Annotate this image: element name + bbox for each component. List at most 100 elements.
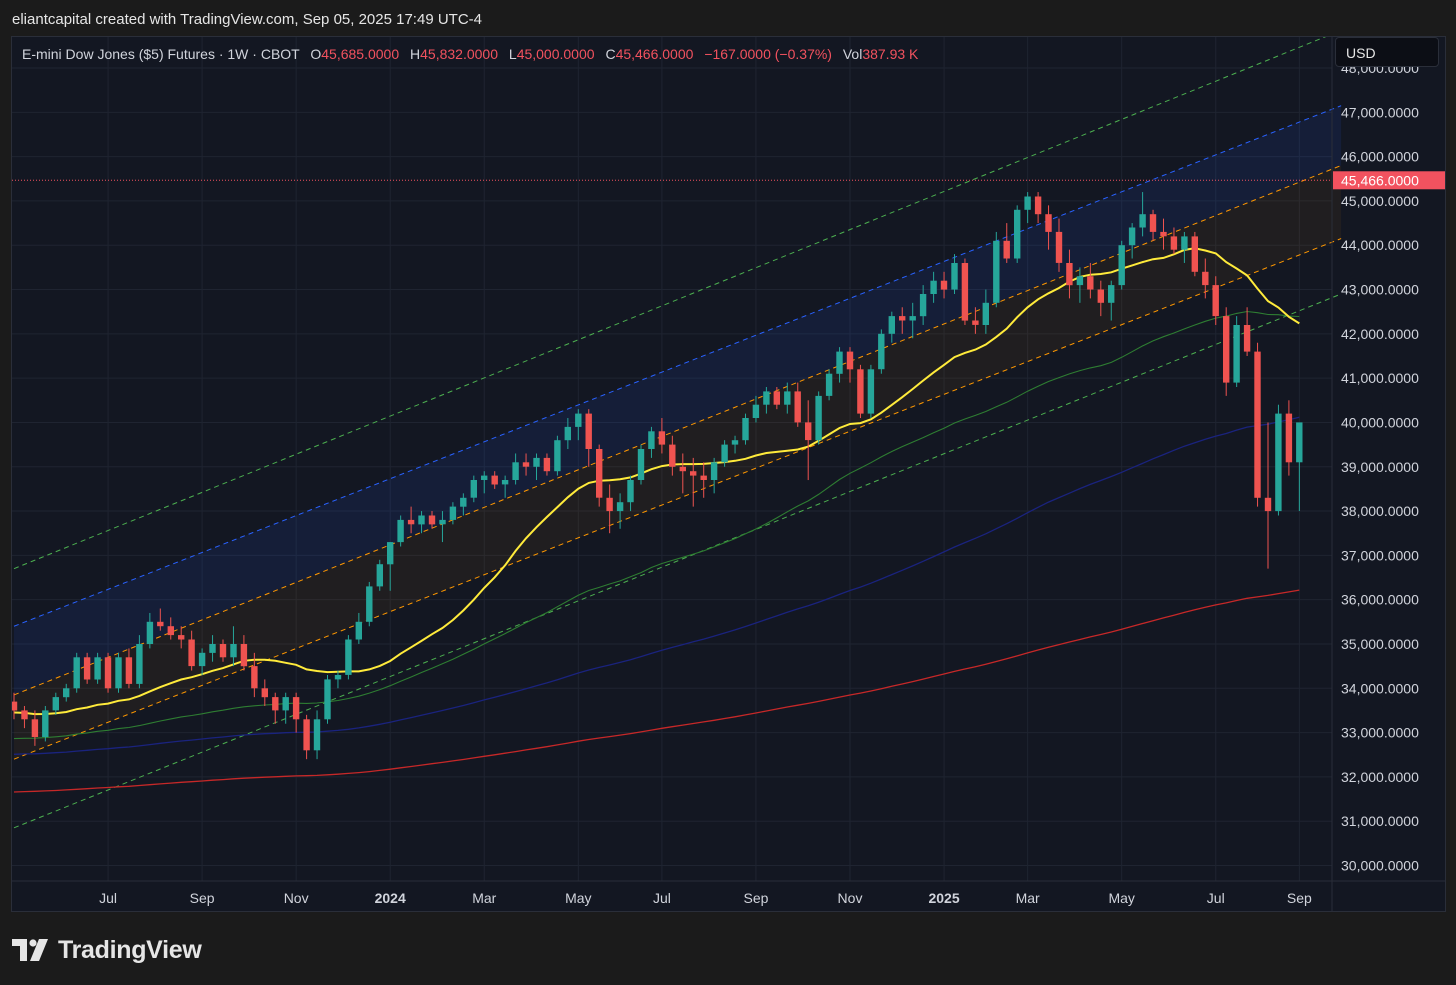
candle-body	[198, 652, 206, 667]
candle-body	[324, 679, 331, 720]
candle-body	[972, 320, 979, 325]
candle-body	[21, 710, 28, 720]
candle-body	[1024, 196, 1031, 210]
time-tick-label: Nov	[838, 890, 863, 906]
candle-body	[857, 369, 864, 414]
high-value: 45,832.0000	[420, 46, 498, 62]
channel-line-bottom	[13, 293, 1342, 829]
candle-body	[919, 294, 927, 317]
candle-body	[888, 316, 895, 334]
candle-body	[303, 719, 310, 751]
candle-body	[867, 369, 875, 414]
moving-average-100	[13, 416, 1300, 755]
time-tick-label: Sep	[1287, 890, 1312, 906]
candle-body	[42, 710, 49, 737]
candle-body	[951, 263, 958, 290]
candle-body	[961, 263, 969, 321]
candle-body	[815, 395, 822, 441]
currency-selector[interactable]: USD	[1335, 37, 1439, 67]
candle-body	[63, 688, 70, 698]
candle-body	[1233, 325, 1240, 383]
brand-name: TradingView	[58, 935, 202, 964]
candle-body	[1254, 351, 1261, 498]
candle-body	[146, 621, 154, 644]
candle-body	[794, 391, 801, 423]
candle-body	[439, 519, 446, 525]
candle-body	[899, 316, 906, 321]
time-tick-label: 2025	[928, 890, 959, 906]
time-tick-label: Mar	[1016, 890, 1040, 906]
symbol-name[interactable]: E-mini Dow Jones ($5) Futures · 1W · CBO…	[22, 46, 300, 62]
candle-body	[219, 644, 227, 658]
price-tick-label: 42,000.0000	[1341, 326, 1419, 342]
price-tick-label: 30,000.0000	[1341, 857, 1419, 873]
candle-body	[334, 675, 342, 680]
price-badge	[1333, 171, 1445, 190]
candle-body	[585, 413, 592, 449]
candle-body	[136, 644, 143, 684]
candle-body	[1296, 422, 1303, 463]
change-value: −167.0000 (−0.37%)	[704, 46, 832, 62]
candle-body	[292, 697, 300, 720]
time-tick-label: Nov	[284, 890, 309, 906]
channel-fill-upper	[14, 105, 1342, 695]
candle-body	[188, 639, 195, 667]
moving-average-50	[13, 310, 1300, 740]
candle-body	[512, 462, 519, 480]
candle-body	[1045, 214, 1052, 232]
price-tick-label: 47,000.0000	[1341, 104, 1419, 120]
price-tick-label: 41,000.0000	[1341, 370, 1419, 386]
candle-body	[805, 422, 812, 441]
candle-body	[846, 351, 854, 370]
candle-body	[1014, 209, 1021, 259]
candle-body	[1275, 413, 1282, 512]
candle-body	[627, 480, 634, 503]
candle-body	[407, 519, 415, 525]
price-tick-label: 33,000.0000	[1341, 725, 1419, 741]
candle-body	[1181, 236, 1188, 250]
price-tick-label: 34,000.0000	[1341, 680, 1419, 696]
high-label: H	[410, 46, 421, 62]
candle-body	[167, 626, 174, 636]
candle-body	[564, 426, 571, 441]
candle-body	[606, 497, 613, 512]
candle-body	[157, 621, 164, 627]
time-tick-label: Mar	[472, 890, 496, 906]
chart-panel[interactable]: 48,000.0000 47,000.0000 46,000.0000 45,000.…	[11, 36, 1446, 912]
candle-body	[690, 471, 697, 476]
candle-body	[1087, 276, 1094, 290]
tradingview-logo[interactable]: TradingView	[12, 935, 202, 965]
candle-body	[648, 431, 655, 449]
candle-body	[178, 635, 185, 640]
candle-body	[1191, 236, 1198, 272]
candle-body	[1108, 285, 1115, 303]
candle-body	[742, 418, 749, 441]
candle-body	[1066, 263, 1073, 286]
credit-text: eliantcapital created with TradingView.c…	[12, 11, 482, 28]
tradingview-logo-icon	[12, 939, 48, 961]
candle-body	[240, 644, 248, 667]
candle-body	[428, 515, 436, 525]
price-tick-label: 46,000.0000	[1341, 149, 1419, 165]
candle-body	[355, 621, 362, 640]
candle-body	[679, 466, 686, 472]
moving-average-200	[13, 589, 1300, 793]
top-header: eliantcapital created with TradingView.c…	[0, 0, 1456, 40]
candle-body	[1170, 236, 1178, 250]
candle-body	[366, 586, 373, 622]
chart-canvas[interactable]: 48,000.000047,000.000046,000.000045,000.…	[12, 37, 1445, 911]
candle-body	[313, 719, 321, 751]
candle-body	[658, 431, 666, 445]
candle-body	[261, 688, 268, 698]
candle-body	[522, 462, 530, 467]
candle-body	[12, 701, 18, 711]
candle-body	[470, 480, 477, 498]
candle-body	[752, 404, 760, 418]
time-tick-label: 2024	[375, 890, 406, 906]
candle-body	[73, 657, 80, 689]
candle-body	[1149, 214, 1157, 232]
candle-body	[1034, 196, 1042, 215]
candle-body	[481, 475, 488, 480]
candle-body	[763, 391, 770, 405]
candle-body	[878, 333, 885, 370]
